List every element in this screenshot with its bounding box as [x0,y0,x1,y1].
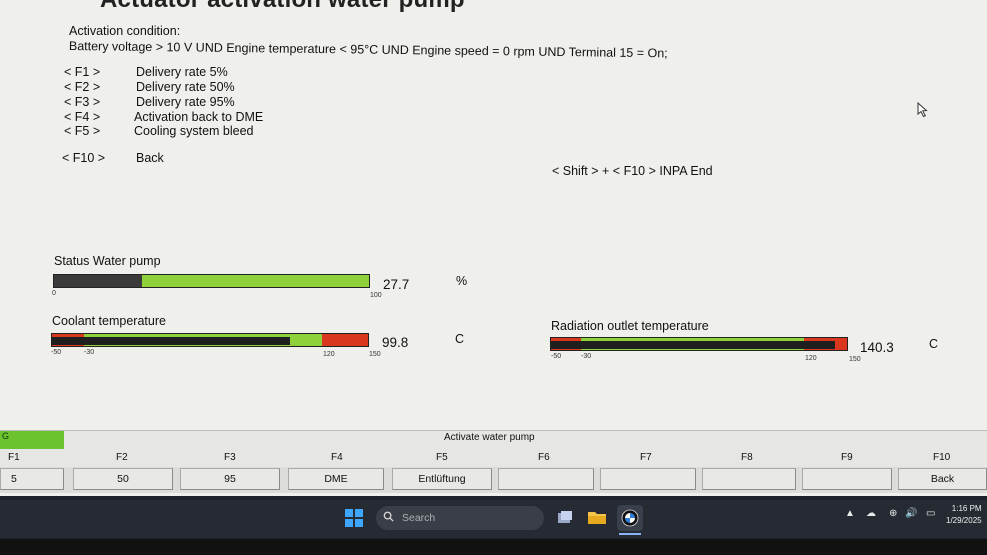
menu-key: < F10 > [62,151,106,165]
coolant-tick: 120 [323,351,335,358]
coolant-value: 99.8 [382,335,409,350]
f5-button[interactable]: Entlüftung [392,468,492,490]
water-pump-gauge-fill [54,275,142,287]
radiator-tick: -50 [551,353,562,360]
function-key-labels [0,449,987,469]
radiator-value: 140.3 [860,340,894,355]
menu-key: < F3 > [64,95,101,109]
battery-icon[interactable]: ▭ [926,508,936,519]
menu-desc: Cooling system bleed [134,124,254,138]
f8-button[interactable] [702,468,796,490]
coolant-gauge-fill [52,337,291,345]
menu-key: < F5 > [64,124,101,138]
water-pump-min-tick: 0 [52,290,56,297]
coolant-high-zone [322,334,368,346]
page-title: Actuator activation water pump [100,0,465,14]
menu-desc: Delivery rate 95% [136,95,235,109]
activation-condition-text: Battery voltage > 10 V UND Engine temper… [68,39,668,61]
chevron-up-icon[interactable]: ▲ [845,508,855,519]
radiator-gauge-bar [550,337,848,351]
function-bar-title: Activate water pump [444,432,535,443]
water-pump-gauge-label: Status Water pump [54,254,161,268]
screen-bezel [0,539,987,555]
f4-button[interactable]: DME [288,468,384,490]
bmw-logo-icon [621,509,639,527]
coolant-unit: C [455,332,465,346]
task-view-icon[interactable] [556,509,574,527]
language-icon[interactable]: ⊕ [889,508,898,519]
f6-button[interactable] [498,468,594,490]
fkey-label-f9: F9 [841,452,853,463]
clock-time: 1:16 PM [951,504,982,513]
fkey-label-f3: F3 [224,452,236,463]
radiator-tick: 120 [805,355,817,362]
radiator-unit: C [929,337,939,351]
fkey-label-f1: F1 [8,452,20,463]
file-explorer-icon[interactable] [587,508,607,526]
menu-desc: Delivery rate 5% [136,65,228,79]
windows-start-icon[interactable] [345,509,363,527]
clock-date: 1/29/2025 [946,516,982,525]
menu-desc: Activation back to DME [134,110,264,124]
f10-button[interactable]: Back [898,468,987,490]
taskbar-clock[interactable]: 1:16 PM 1/29/2025 [946,503,982,527]
menu-key: < F4 > [64,110,101,124]
f7-button[interactable] [600,468,696,490]
taskbar-search-input[interactable]: Search [376,506,544,530]
water-pump-value: 27.7 [383,277,410,292]
menu-desc: Back [136,151,164,165]
menu-key: < F1 > [64,65,101,79]
radiator-gauge-fill [551,341,835,349]
fkey-label-f6: F6 [538,452,550,463]
f2-button[interactable]: 50 [73,468,173,490]
fkey-label-f8: F8 [741,452,753,463]
coolant-gauge-label: Coolant temperature [52,314,166,328]
menu-key: < F2 > [64,80,101,94]
radiator-tick: 150 [849,356,861,363]
coolant-tick: 150 [369,351,381,358]
coolant-tick: -50 [51,349,62,356]
water-pump-gauge-bar [53,274,370,288]
water-pump-unit: % [456,274,468,288]
coolant-gauge-bar [51,333,369,347]
mouse-pointer-icon [917,102,928,118]
water-pump-max-tick: 100 [370,292,382,299]
f1-button[interactable]: 5 [0,468,64,490]
fkey-label-f7: F7 [640,452,652,463]
f9-button[interactable] [802,468,892,490]
active-app-indicator [619,533,641,535]
function-bar-header [0,430,987,449]
coolant-tick: -30 [84,349,95,356]
inpa-end-hint: < Shift > + < F10 > INPA End [552,164,713,178]
activation-condition-label: Activation condition: [69,24,181,38]
volume-icon[interactable]: 🔊 [905,508,918,519]
fkey-label-f5: F5 [436,452,448,463]
group-tab[interactable]: G [0,431,64,449]
f3-button[interactable]: 95 [180,468,280,490]
search-icon [383,511,394,522]
radiator-gauge-label: Radiation outlet temperature [551,319,709,333]
fkey-label-f10: F10 [933,452,951,463]
radiator-tick: -30 [581,353,592,360]
menu-desc: Delivery rate 50% [136,80,235,94]
fkey-label-f4: F4 [331,452,343,463]
cloud-icon[interactable]: ☁ [866,508,876,519]
fkey-label-f2: F2 [116,452,128,463]
